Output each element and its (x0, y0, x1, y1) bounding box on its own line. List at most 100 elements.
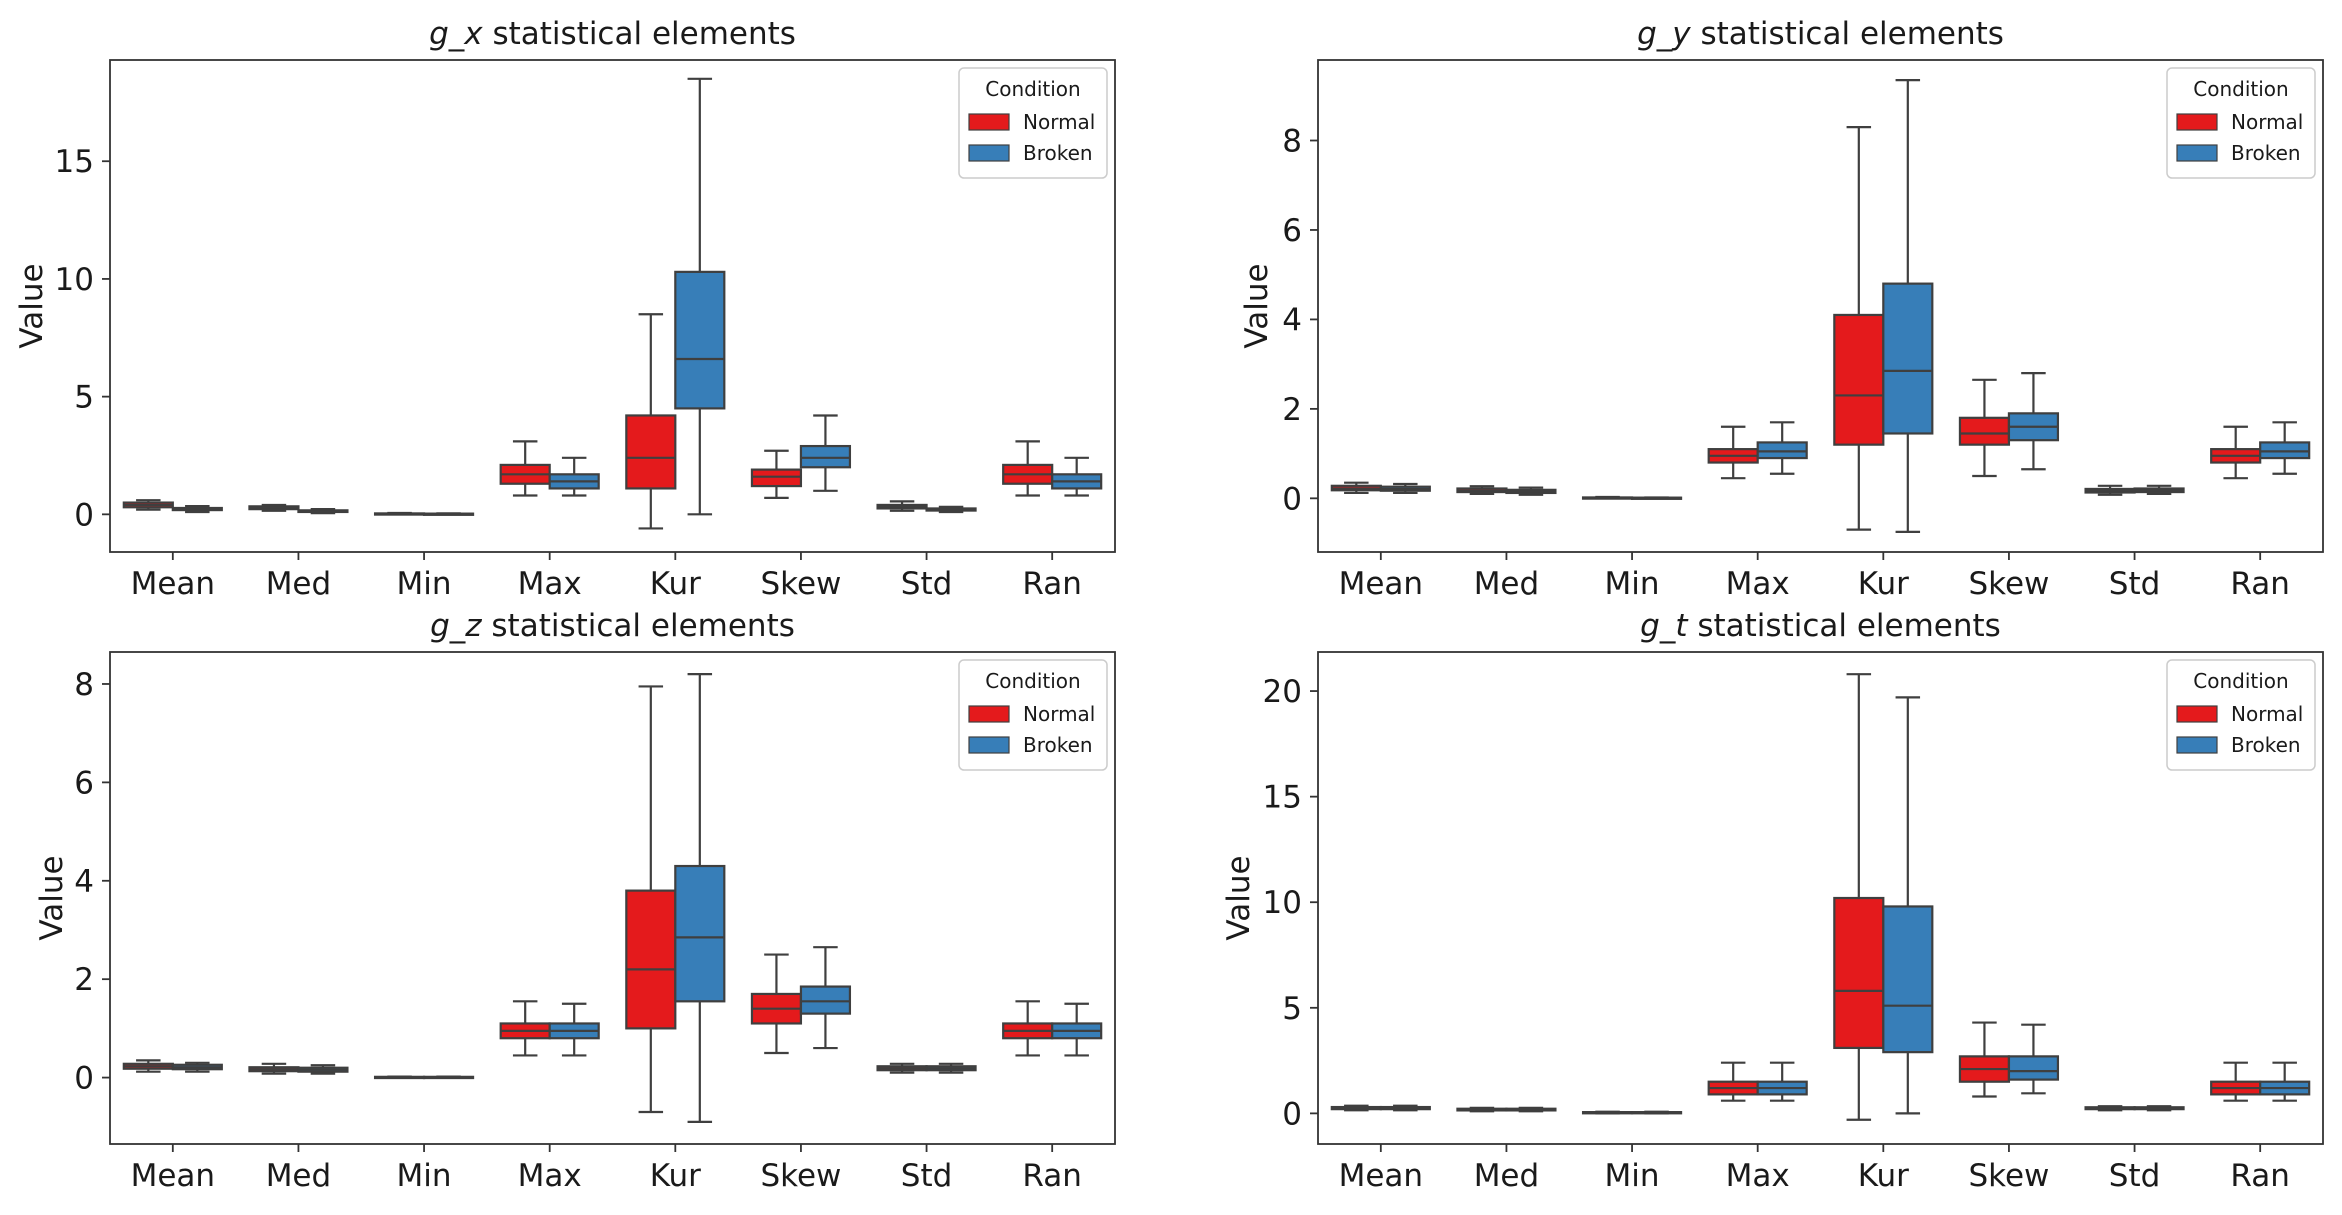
x-tick-label: Min (1605, 1158, 1660, 1194)
x-tick-label: Kur (650, 1158, 701, 1194)
box-broken-max (1756, 1061, 1808, 1102)
legend: Condition Normal Broken (2166, 659, 2316, 771)
box-normal-max (499, 440, 551, 497)
box-broken-med (297, 1064, 349, 1075)
box-normal-med (1456, 485, 1508, 495)
panel-g_x: g_x statistical elements Value 0 5 10 15 Mean M… (14, 16, 1116, 602)
legend-label: Broken (1023, 733, 1093, 757)
box-normal-med (248, 503, 300, 512)
box-broken-kur (674, 673, 726, 1123)
box-normal-std (2084, 1105, 2136, 1112)
box-iqr (625, 414, 677, 490)
legend-swatch (2176, 705, 2218, 723)
x-tick-label: Mean (131, 566, 215, 602)
box-broken-max (548, 456, 600, 497)
chart-title: g_t statistical elements (1640, 608, 2001, 644)
box-broken-std (925, 505, 977, 514)
y-tick-label: 8 (74, 667, 94, 703)
panel-g_z: g_z statistical elements Value 0 2 4 6 8 Mean Me… (34, 608, 1116, 1194)
box-broken-kur (674, 77, 726, 516)
box-normal-min (373, 1075, 426, 1080)
box-broken-min (1630, 496, 1683, 500)
box-normal-ran (2210, 1061, 2262, 1102)
y-axis-label: Value (1239, 263, 1275, 348)
plot-frame (109, 651, 1116, 1145)
panel-g_y: g_y statistical elements Value 0 2 4 6 8 Mean Me… (1239, 16, 2324, 602)
box-normal-med (248, 1062, 300, 1075)
x-tick-label: Ran (2230, 1158, 2290, 1194)
box-iqr (674, 270, 726, 410)
plot-frame (109, 59, 1116, 553)
box-broken-min (422, 512, 475, 516)
box-broken-kur (1882, 79, 1934, 533)
y-axis-label: Value (14, 263, 50, 348)
legend: Condition Normal Broken (2166, 67, 2316, 179)
y-tick-label: 5 (1282, 991, 1302, 1027)
plot-frame (1317, 59, 2324, 553)
box-normal-min (1581, 495, 1634, 500)
x-tick-label: Med (266, 566, 332, 602)
legend-title: Condition (985, 669, 1080, 693)
x-tick-label: Skew (760, 1158, 841, 1194)
box-iqr (750, 468, 803, 488)
y-tick-label: 6 (1282, 213, 1302, 249)
x-tick-label: Std (2109, 1158, 2161, 1194)
legend-swatch (968, 113, 1010, 131)
box-broken-ran (2259, 1061, 2311, 1102)
box-iqr (2259, 441, 2311, 460)
box-normal-ran (1002, 1000, 1054, 1057)
box-iqr (1756, 441, 1808, 460)
y-tick-label: 20 (1263, 674, 1302, 710)
box-broken-max (548, 1002, 600, 1057)
box-normal-mean (122, 1059, 174, 1073)
x-tick-label: Mean (1339, 1158, 1423, 1194)
x-tick-label: Kur (1858, 566, 1909, 602)
box-normal-ran (1002, 440, 1054, 497)
x-tick-label: Med (1474, 566, 1540, 602)
y-tick-label: 8 (1282, 124, 1302, 160)
y-tick-label: 2 (74, 962, 94, 998)
legend-label: Broken (2231, 733, 2301, 757)
box-broken-med (1505, 486, 1557, 496)
box-broken-kur (1882, 696, 1934, 1115)
box-broken-std (925, 1062, 977, 1074)
y-axis-label: Value (1221, 855, 1257, 940)
x-tick-label: Std (901, 566, 953, 602)
x-tick-label: Min (1605, 566, 1660, 602)
panel-g_t: g_t statistical elements Value 0 5 10 15 20 Mea… (1221, 608, 2324, 1194)
x-tick-label: Skew (1968, 566, 2049, 602)
legend-title: Condition (2193, 77, 2288, 101)
box-iqr (1958, 416, 2011, 446)
box-broken-skew (2007, 371, 2060, 471)
x-tick-label: Skew (760, 566, 841, 602)
box-iqr (1833, 313, 1885, 446)
legend-swatch (968, 144, 1010, 162)
y-tick-label: 0 (1282, 481, 1302, 517)
box-broken-med (1505, 1106, 1557, 1113)
box-normal-skew (750, 449, 803, 499)
box-iqr (1882, 282, 1934, 435)
chart-title-rest: statistical elements (482, 608, 795, 644)
x-tick-label: Kur (1858, 1158, 1909, 1194)
y-tick-label: 15 (1263, 780, 1302, 816)
box-normal-mean (1330, 481, 1382, 495)
chart-title: g_y statistical elements (1637, 16, 2004, 52)
legend-title: Condition (985, 77, 1080, 101)
legend-label: Normal (2231, 110, 2303, 134)
y-axis-label: Value (34, 855, 70, 940)
box-normal-skew (1958, 378, 2011, 478)
box-broken-skew (799, 946, 852, 1050)
legend-label: Normal (1023, 110, 1095, 134)
x-tick-label: Std (2109, 566, 2161, 602)
box-normal-kur (1833, 673, 1885, 1121)
box-normal-mean (122, 499, 174, 511)
legend-swatch (968, 736, 1010, 754)
y-tick-label: 6 (74, 765, 94, 801)
box-broken-min (422, 1075, 475, 1080)
box-normal-med (1456, 1106, 1508, 1113)
box-iqr (799, 444, 852, 469)
chart-title-var: g_t (1640, 608, 1689, 644)
box-normal-max (1707, 1061, 1759, 1102)
box-broken-mean (171, 1061, 223, 1073)
box-normal-skew (1958, 1021, 2011, 1098)
